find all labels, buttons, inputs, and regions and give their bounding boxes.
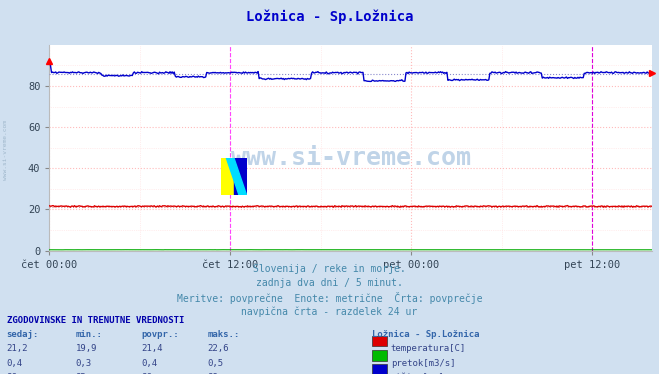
Text: 19,9: 19,9 (76, 344, 98, 353)
Text: min.:: min.: (76, 330, 103, 339)
Text: povpr.:: povpr.: (142, 330, 179, 339)
Text: Ložnica - Sp.Ložnica: Ložnica - Sp.Ložnica (246, 9, 413, 24)
Text: 0,4: 0,4 (7, 359, 22, 368)
Text: 86: 86 (7, 373, 17, 374)
Text: 86: 86 (142, 373, 152, 374)
Text: ZGODOVINSKE IN TRENUTNE VREDNOSTI: ZGODOVINSKE IN TRENUTNE VREDNOSTI (7, 316, 184, 325)
Text: pretok[m3/s]: pretok[m3/s] (391, 359, 455, 368)
Text: www.si-vreme.com: www.si-vreme.com (231, 146, 471, 170)
Text: temperatura[C]: temperatura[C] (391, 344, 466, 353)
Text: 0,4: 0,4 (142, 359, 158, 368)
Text: Ložnica - Sp.Ložnica: Ložnica - Sp.Ložnica (372, 330, 480, 339)
Text: 22,6: 22,6 (208, 344, 229, 353)
Text: Meritve: povprečne  Enote: metrične  Črta: povprečje: Meritve: povprečne Enote: metrične Črta:… (177, 292, 482, 304)
Text: 21,2: 21,2 (7, 344, 28, 353)
Text: 88: 88 (208, 373, 218, 374)
Text: zadnja dva dni / 5 minut.: zadnja dva dni / 5 minut. (256, 278, 403, 288)
Text: navpična črta - razdelek 24 ur: navpična črta - razdelek 24 ur (241, 306, 418, 317)
Text: sedaj:: sedaj: (7, 330, 39, 339)
Text: 0,3: 0,3 (76, 359, 92, 368)
Text: www.si-vreme.com: www.si-vreme.com (3, 120, 8, 180)
Text: Slovenija / reke in morje.: Slovenija / reke in morje. (253, 264, 406, 274)
Text: 21,4: 21,4 (142, 344, 163, 353)
Text: 0,5: 0,5 (208, 359, 223, 368)
Text: višina[cm]: višina[cm] (391, 373, 445, 374)
Text: 85: 85 (76, 373, 86, 374)
Text: maks.:: maks.: (208, 330, 240, 339)
